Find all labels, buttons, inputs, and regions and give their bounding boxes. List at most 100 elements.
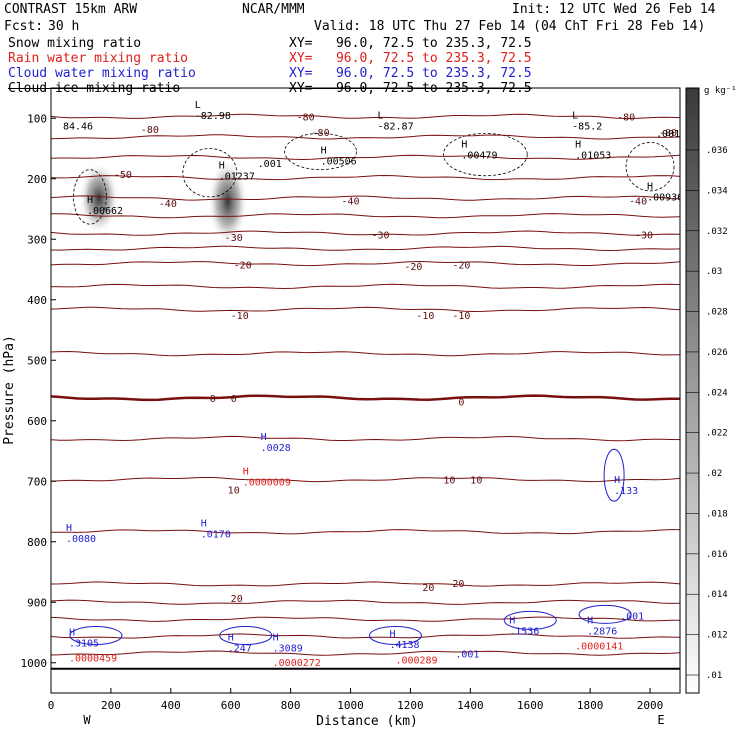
temperature-contour-11 bbox=[51, 350, 680, 357]
extremum-value-9: .00662 bbox=[87, 206, 123, 217]
x-axis-label: Distance (km) bbox=[316, 714, 418, 729]
temperature-contour-16 bbox=[51, 581, 680, 587]
y-tick-label-0: 100 bbox=[27, 112, 47, 125]
contour-label-10: -30 bbox=[371, 230, 389, 241]
extremum-11: .001 bbox=[258, 159, 282, 170]
extremum-marker-13: H bbox=[243, 467, 249, 478]
contour-label-22: 10 bbox=[443, 475, 455, 486]
temperature-contour-1 bbox=[51, 134, 680, 140]
extremum-12: H.0028 bbox=[261, 432, 291, 454]
extremum-marker-20: H bbox=[273, 632, 279, 643]
colorbar-tick-label-12: .012 bbox=[706, 631, 728, 641]
extremum-20: H.3089 bbox=[273, 632, 303, 654]
extremum-value-6: .00479 bbox=[461, 150, 497, 161]
extremum-value-2: -85.2 bbox=[572, 121, 602, 132]
organization-title: NCAR/MMM bbox=[242, 2, 305, 17]
plot-area: -80 -80 -80 -80 -80 -50 -40 -40 -40 -30 -30 -30 -20 -… bbox=[51, 100, 683, 670]
field-name-rain: Rain water mixing ratio bbox=[8, 51, 189, 66]
extremum-marker-12: H bbox=[261, 432, 267, 443]
x-tick-label-5: 1000 bbox=[337, 699, 364, 712]
x-tick-label-1: 200 bbox=[101, 699, 121, 712]
field-xy-cloud-water: XY= 96.0, 72.5 to 235.3, 72.5 bbox=[289, 66, 532, 81]
extremum-23: .000289 bbox=[395, 655, 437, 666]
extremum-10: H.00936 bbox=[647, 182, 683, 204]
cloud-ice-outline-0 bbox=[284, 132, 357, 171]
contour-label-25: 20 bbox=[452, 579, 464, 590]
extremum-marker-17: H bbox=[69, 628, 75, 639]
x-tick-label-8: 1600 bbox=[517, 699, 544, 712]
x-tick-label-2: 400 bbox=[161, 699, 181, 712]
extremum-marker-0: L bbox=[195, 100, 201, 111]
y-tick-label-2: 300 bbox=[27, 233, 47, 246]
contour-label-14: -20 bbox=[452, 261, 470, 272]
extremum-8: H.01237 bbox=[219, 160, 255, 182]
extremum-value-22: .4138 bbox=[389, 640, 419, 651]
extremum-marker-5: H bbox=[321, 145, 327, 156]
contour-label-18: 0 bbox=[210, 394, 216, 405]
extremum-0: L-82.98 bbox=[195, 100, 231, 122]
x-tick-label-7: 1400 bbox=[457, 699, 484, 712]
contour-label-12: -20 bbox=[234, 261, 252, 272]
extremum-marker-26: H bbox=[587, 615, 593, 626]
contour-label-15: -10 bbox=[231, 311, 249, 322]
y-tick-label-4: 500 bbox=[27, 354, 47, 367]
x-tick-label-6: 1200 bbox=[397, 699, 424, 712]
extremum-18: .0000459 bbox=[69, 654, 117, 665]
extremum-4: .001 bbox=[656, 129, 680, 140]
field-xy-rain: XY= 96.0, 72.5 to 235.3, 72.5 bbox=[289, 51, 532, 66]
extremum-3: 84.46 bbox=[63, 121, 93, 132]
colorbar-unit: g kg⁻¹ bbox=[704, 86, 737, 96]
extremum-27: .0000141 bbox=[575, 642, 623, 653]
temperature-contour-8 bbox=[51, 260, 680, 267]
x-tick-label-10: 2000 bbox=[637, 699, 664, 712]
extremum-28: .001 bbox=[620, 611, 644, 622]
temperature-contour-0 bbox=[51, 113, 680, 120]
temperature-contour-18 bbox=[51, 616, 680, 622]
contour-label-26: 20 bbox=[231, 594, 243, 605]
extremum-marker-8: H bbox=[219, 160, 225, 171]
contour-label-4: -80 bbox=[659, 128, 677, 139]
contour-label-5: -50 bbox=[114, 170, 132, 181]
extremum-6: H.00479 bbox=[461, 139, 497, 161]
contour-label-21: 10 bbox=[228, 486, 240, 497]
extremum-value-4: .001 bbox=[656, 129, 680, 140]
extremum-21: .0000272 bbox=[273, 658, 321, 669]
extremum-value-8: .01237 bbox=[219, 171, 255, 182]
temperature-contour-15 bbox=[51, 529, 680, 535]
extremum-value-24: .001 bbox=[455, 649, 479, 660]
colorbar-tick-label-11: .014 bbox=[706, 590, 728, 600]
temperature-contour-3 bbox=[51, 174, 680, 181]
contour-label-19: 0 bbox=[231, 394, 237, 405]
temperature-contour-20 bbox=[51, 650, 680, 656]
colorbar-tick-label-9: .018 bbox=[706, 509, 728, 519]
extremum-value-3: 84.46 bbox=[63, 121, 93, 132]
extremum-value-19: .247 bbox=[228, 643, 252, 654]
contour-label-6: -40 bbox=[159, 199, 177, 210]
temperature-contour-4 bbox=[51, 195, 680, 201]
extremum-value-10: .00936 bbox=[647, 193, 683, 204]
temperature-contour-17 bbox=[51, 599, 680, 605]
y-tick-label-3: 400 bbox=[27, 294, 47, 307]
extremum-value-11: .001 bbox=[258, 159, 282, 170]
axes: 0 200 400 600 800 1000 1200 1400 1600 1800 2000100… bbox=[21, 112, 664, 712]
extremum-value-7: .01053 bbox=[575, 150, 611, 161]
extremum-value-21: .0000272 bbox=[273, 658, 321, 669]
extremum-value-14: .133 bbox=[614, 486, 638, 497]
contour-label-3: -80 bbox=[312, 128, 330, 139]
extremum-1: L-82.87 bbox=[377, 110, 413, 132]
x-tick-label-0: 0 bbox=[48, 699, 55, 712]
contour-label-2: -80 bbox=[141, 125, 159, 136]
extremum-value-5: .00506 bbox=[321, 156, 357, 167]
extremum-value-28: .001 bbox=[620, 611, 644, 622]
cloud-water-contour-4 bbox=[578, 604, 632, 624]
extremum-value-18: .0000459 bbox=[69, 654, 117, 665]
colorbar-tick-label-10: .016 bbox=[706, 550, 728, 560]
contour-label-0: -80 bbox=[297, 112, 315, 123]
extremum-value-15: .0080 bbox=[66, 534, 96, 545]
extremum-24: .001 bbox=[455, 649, 479, 660]
contour-label-7: -40 bbox=[341, 197, 359, 208]
extremum-marker-25: H bbox=[509, 615, 515, 626]
cloud-ice-outline-2 bbox=[182, 148, 238, 198]
temperature-contour-9 bbox=[51, 283, 680, 290]
field-name-snow: Snow mixing ratio bbox=[8, 36, 142, 51]
